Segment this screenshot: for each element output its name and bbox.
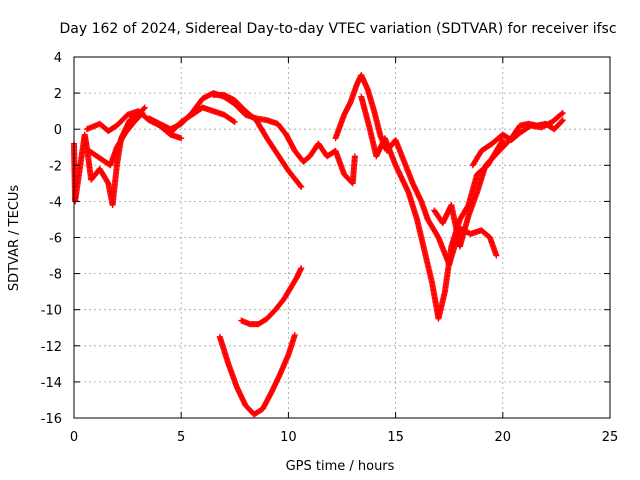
data-point — [558, 110, 565, 117]
grid-layer — [74, 57, 610, 418]
y-tick-label: -10 — [41, 304, 62, 319]
x-tick-label: 5 — [177, 430, 185, 445]
data-point — [493, 252, 500, 259]
x-axis-label: GPS time / hours — [286, 459, 395, 474]
data-point — [351, 153, 358, 160]
y-axis-label: SDTVAR / TECUs — [7, 185, 22, 292]
y-tick-label: 4 — [54, 51, 62, 66]
data-point — [178, 135, 185, 142]
y-tick-label: 2 — [54, 87, 62, 102]
y-tick-label: -8 — [49, 268, 62, 283]
data-point — [499, 138, 506, 145]
data-point — [141, 104, 148, 111]
y-tick-label: -14 — [41, 376, 62, 391]
y-tick-label: -6 — [49, 232, 62, 247]
y-tick-label: -4 — [49, 195, 62, 210]
data-point — [558, 118, 565, 125]
chart-title: Day 162 of 2024, Sidereal Day-to-day VTE… — [59, 21, 616, 37]
points-layer — [71, 72, 566, 418]
data-point — [231, 118, 238, 125]
data-point — [559, 109, 566, 116]
x-tick-label: 0 — [70, 430, 78, 445]
data-point — [559, 117, 566, 124]
y-tick-label: -12 — [41, 340, 62, 355]
data-point — [140, 105, 147, 112]
data-point — [230, 118, 237, 125]
data-point — [298, 265, 305, 272]
x-tick-label: 15 — [387, 430, 404, 445]
y-tick-label: -16 — [41, 412, 62, 427]
data-point — [139, 109, 146, 116]
data-point — [291, 331, 298, 338]
y-tick-label: 0 — [54, 123, 62, 138]
data-point — [298, 183, 305, 190]
data-point — [297, 182, 304, 189]
x-tick-label: 25 — [602, 430, 619, 445]
data-point — [138, 110, 145, 117]
x-tick-label: 20 — [495, 430, 512, 445]
data-point — [499, 137, 506, 144]
y-tick-label: -2 — [49, 159, 62, 174]
x-tick-label: 10 — [280, 430, 297, 445]
